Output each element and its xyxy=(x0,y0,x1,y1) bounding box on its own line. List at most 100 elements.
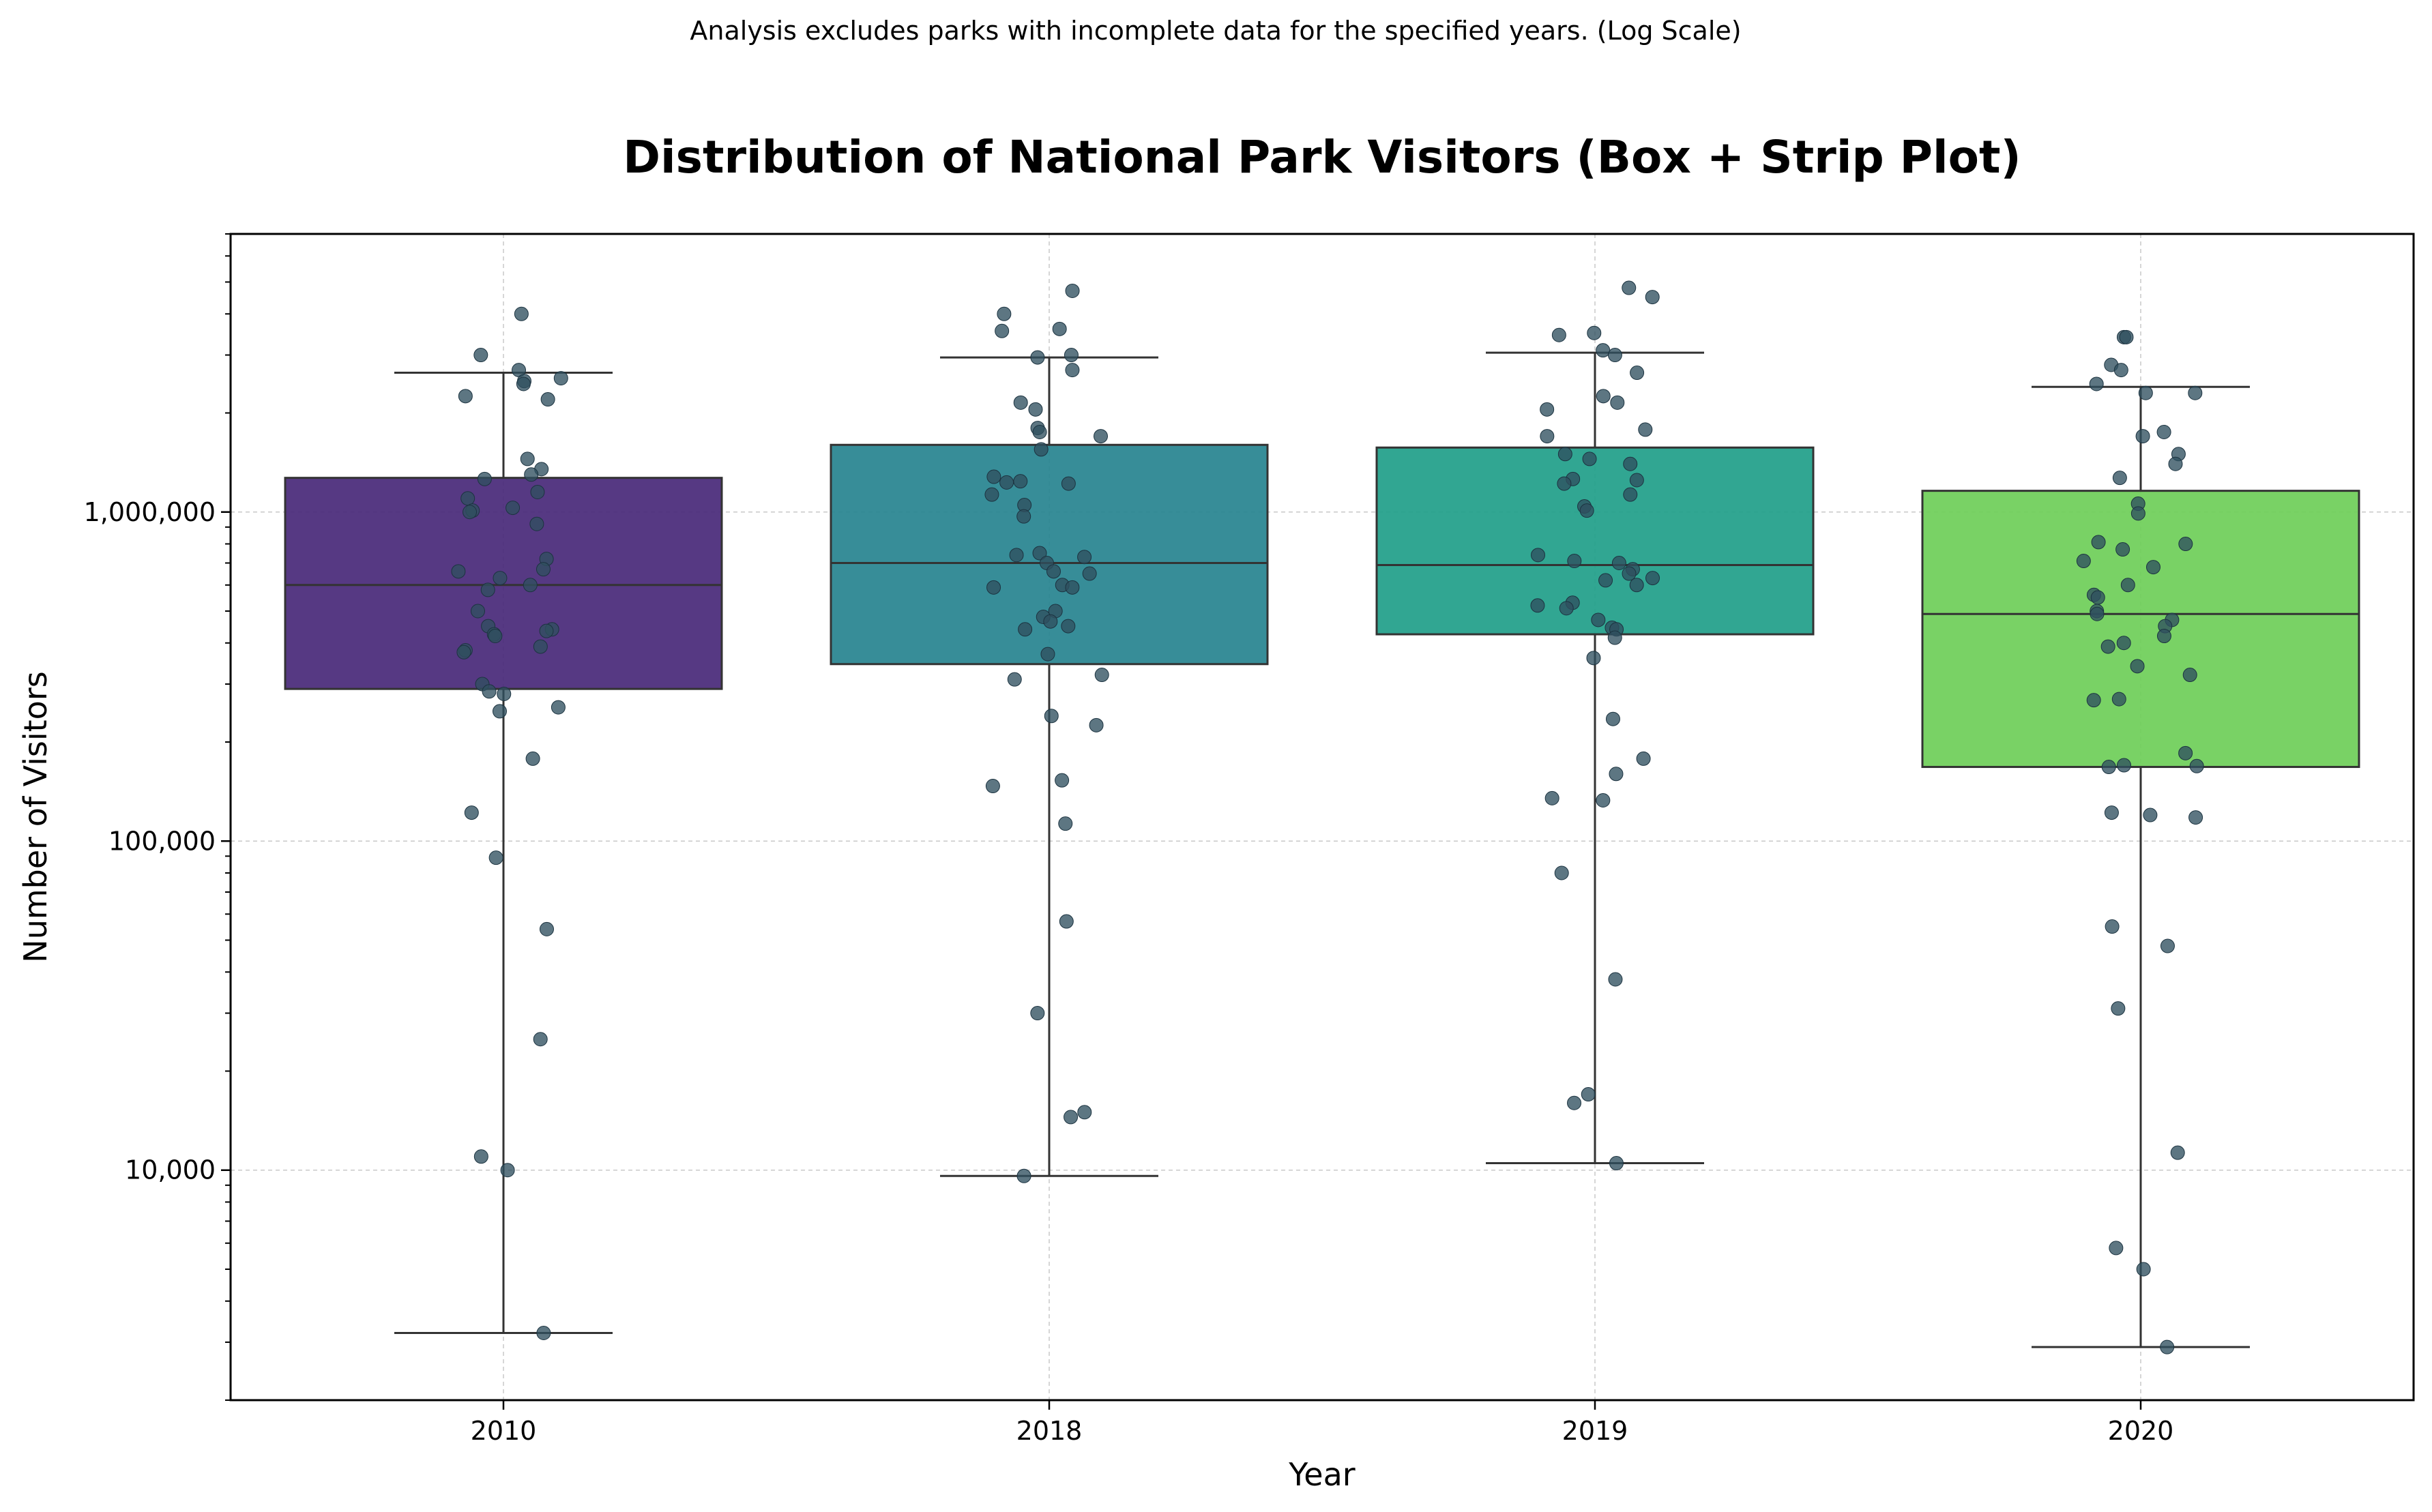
strip-point xyxy=(1040,647,1055,662)
strip-point xyxy=(2115,542,2130,557)
strip-point xyxy=(1052,321,1067,336)
strip-point xyxy=(506,501,521,516)
strip-point xyxy=(1046,564,1061,579)
strip-point xyxy=(463,505,478,520)
strip-point xyxy=(2170,1145,2185,1160)
box-iqr xyxy=(1375,446,1815,636)
strip-point xyxy=(525,751,540,766)
strip-point xyxy=(2090,606,2105,621)
strip-point xyxy=(1586,651,1601,666)
strip-point xyxy=(2168,456,2183,471)
strip-point xyxy=(2188,810,2203,825)
strip-point xyxy=(1645,571,1660,586)
strip-point xyxy=(1013,395,1028,410)
strip-point xyxy=(1055,773,1070,788)
box-iqr xyxy=(1921,490,2360,769)
strip-point xyxy=(2188,385,2203,400)
gridlines xyxy=(231,234,2414,1400)
strip-point xyxy=(553,371,568,386)
strip-point xyxy=(1645,290,1660,305)
strip-point xyxy=(2156,629,2171,644)
strip-point xyxy=(2076,554,2091,569)
strip-point xyxy=(2160,938,2175,953)
strip-point xyxy=(1064,348,1079,363)
box-2019 xyxy=(1375,351,1815,1165)
strip-point xyxy=(1567,1095,1582,1110)
strip-point xyxy=(477,471,492,486)
strip-point xyxy=(539,921,554,936)
strip-point xyxy=(1607,348,1622,363)
strip-point xyxy=(530,484,545,499)
strip-point xyxy=(1065,580,1080,595)
strip-point xyxy=(1636,751,1651,766)
strip-point xyxy=(1551,327,1566,342)
strip-point xyxy=(2160,1339,2175,1354)
y-axis: 10,000 100,000 1,000,000 xyxy=(84,233,231,1401)
strip-point xyxy=(999,475,1014,490)
strip-point xyxy=(1013,474,1028,489)
strip-point xyxy=(2101,760,2116,775)
boxes xyxy=(284,351,2360,1348)
strip-point xyxy=(1567,554,1582,569)
strip-point xyxy=(1596,792,1611,807)
strip-point xyxy=(551,700,566,715)
strip-point xyxy=(2109,1241,2124,1256)
strip-point xyxy=(986,469,1001,484)
strip-point xyxy=(2178,745,2193,760)
strip-point xyxy=(1009,548,1024,563)
strip-point xyxy=(1018,622,1033,637)
x-tick-label: 2019 xyxy=(1562,1416,1628,1446)
box-2018 xyxy=(830,356,1269,1177)
strip-point xyxy=(985,779,1000,794)
strip-point xyxy=(1028,402,1043,417)
strip-point xyxy=(2104,805,2119,820)
strip-point xyxy=(514,306,529,321)
strip-point xyxy=(2091,535,2106,550)
box-iqr xyxy=(830,443,1269,666)
y-tick-label: 100,000 xyxy=(108,826,216,856)
strip-point xyxy=(1065,363,1080,378)
y-tick-label: 1,000,000 xyxy=(84,497,216,527)
strip-point xyxy=(986,580,1001,595)
strip-point xyxy=(1540,402,1555,417)
box-2020 xyxy=(1921,385,2360,1348)
strip-point xyxy=(2089,376,2104,391)
chart-subtitle: Analysis excludes parks with incomplete … xyxy=(690,16,1741,46)
strip-point xyxy=(1610,395,1625,410)
strip-points xyxy=(451,280,2204,1354)
strip-point xyxy=(1554,865,1569,880)
strip-point xyxy=(520,451,535,466)
strip-point xyxy=(1034,442,1049,457)
strip-point xyxy=(480,582,495,597)
strip-point xyxy=(1557,447,1572,462)
strip-point xyxy=(2119,329,2134,344)
strip-point xyxy=(2116,636,2131,651)
strip-point xyxy=(482,684,497,699)
strip-point xyxy=(1559,601,1574,616)
strip-point xyxy=(1609,767,1624,782)
strip-point xyxy=(1582,451,1597,466)
strip-point xyxy=(1058,816,1073,831)
strip-point xyxy=(1064,1110,1079,1125)
strip-point xyxy=(1531,548,1546,563)
strip-point xyxy=(1030,350,1045,365)
strip-point xyxy=(2130,506,2145,521)
chart-title: Distribution of National Park Visitors (… xyxy=(623,131,2021,183)
x-tick-label: 2018 xyxy=(1016,1416,1083,1446)
strip-point xyxy=(1544,790,1559,805)
strip-point xyxy=(1530,598,1545,613)
strip-point xyxy=(1007,672,1022,687)
strip-point xyxy=(2112,471,2127,486)
strip-point xyxy=(493,571,508,586)
strip-point xyxy=(1630,366,1645,381)
strip-point xyxy=(488,629,503,644)
strip-point xyxy=(536,1326,551,1341)
x-axis: 2010 2018 2019 2020 xyxy=(471,1400,2173,1446)
strip-point xyxy=(464,805,479,820)
strip-point xyxy=(1094,668,1109,683)
strip-point xyxy=(2090,590,2105,605)
strip-point xyxy=(1629,473,1644,488)
strip-point xyxy=(1032,424,1047,439)
strip-point xyxy=(2105,919,2120,934)
